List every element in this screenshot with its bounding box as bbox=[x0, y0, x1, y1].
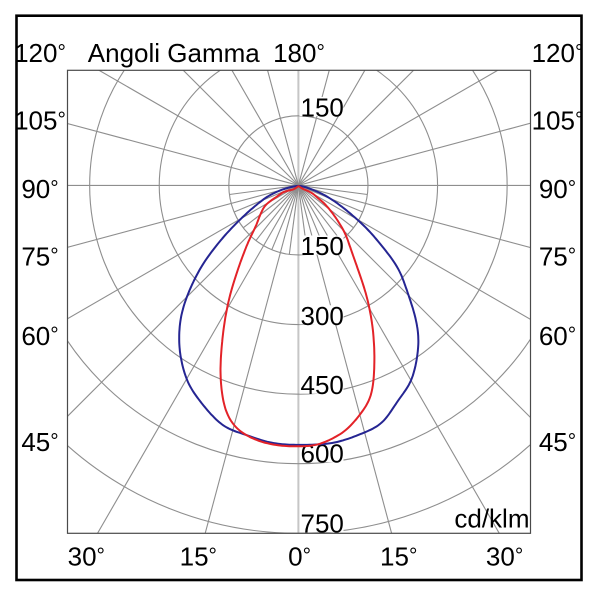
svg-text:0°: 0° bbox=[288, 542, 311, 572]
svg-text:15°: 15° bbox=[380, 542, 417, 572]
svg-text:60°: 60° bbox=[539, 321, 576, 351]
svg-text:120°: 120° bbox=[14, 38, 66, 68]
svg-text:45°: 45° bbox=[21, 427, 58, 457]
svg-text:450: 450 bbox=[301, 370, 344, 400]
svg-text:75°: 75° bbox=[21, 242, 58, 272]
svg-text:90°: 90° bbox=[21, 174, 58, 204]
svg-text:150: 150 bbox=[301, 93, 344, 123]
svg-text:15°: 15° bbox=[180, 542, 217, 572]
svg-text:150: 150 bbox=[301, 231, 344, 261]
svg-text:30°: 30° bbox=[68, 542, 105, 572]
svg-text:105°: 105° bbox=[532, 106, 584, 136]
svg-text:75°: 75° bbox=[539, 242, 576, 272]
svg-text:90°: 90° bbox=[539, 174, 576, 204]
svg-text:750: 750 bbox=[301, 509, 344, 539]
svg-text:60°: 60° bbox=[21, 321, 58, 351]
svg-text:45°: 45° bbox=[539, 427, 576, 457]
svg-text:180°: 180° bbox=[273, 38, 325, 68]
svg-text:105°: 105° bbox=[14, 106, 66, 136]
svg-text:30°: 30° bbox=[486, 542, 523, 572]
svg-text:300: 300 bbox=[301, 301, 344, 331]
svg-text:cd/klm: cd/klm bbox=[454, 504, 529, 534]
svg-text:120°: 120° bbox=[532, 38, 584, 68]
svg-text:Angoli Gamma: Angoli Gamma bbox=[88, 38, 260, 68]
